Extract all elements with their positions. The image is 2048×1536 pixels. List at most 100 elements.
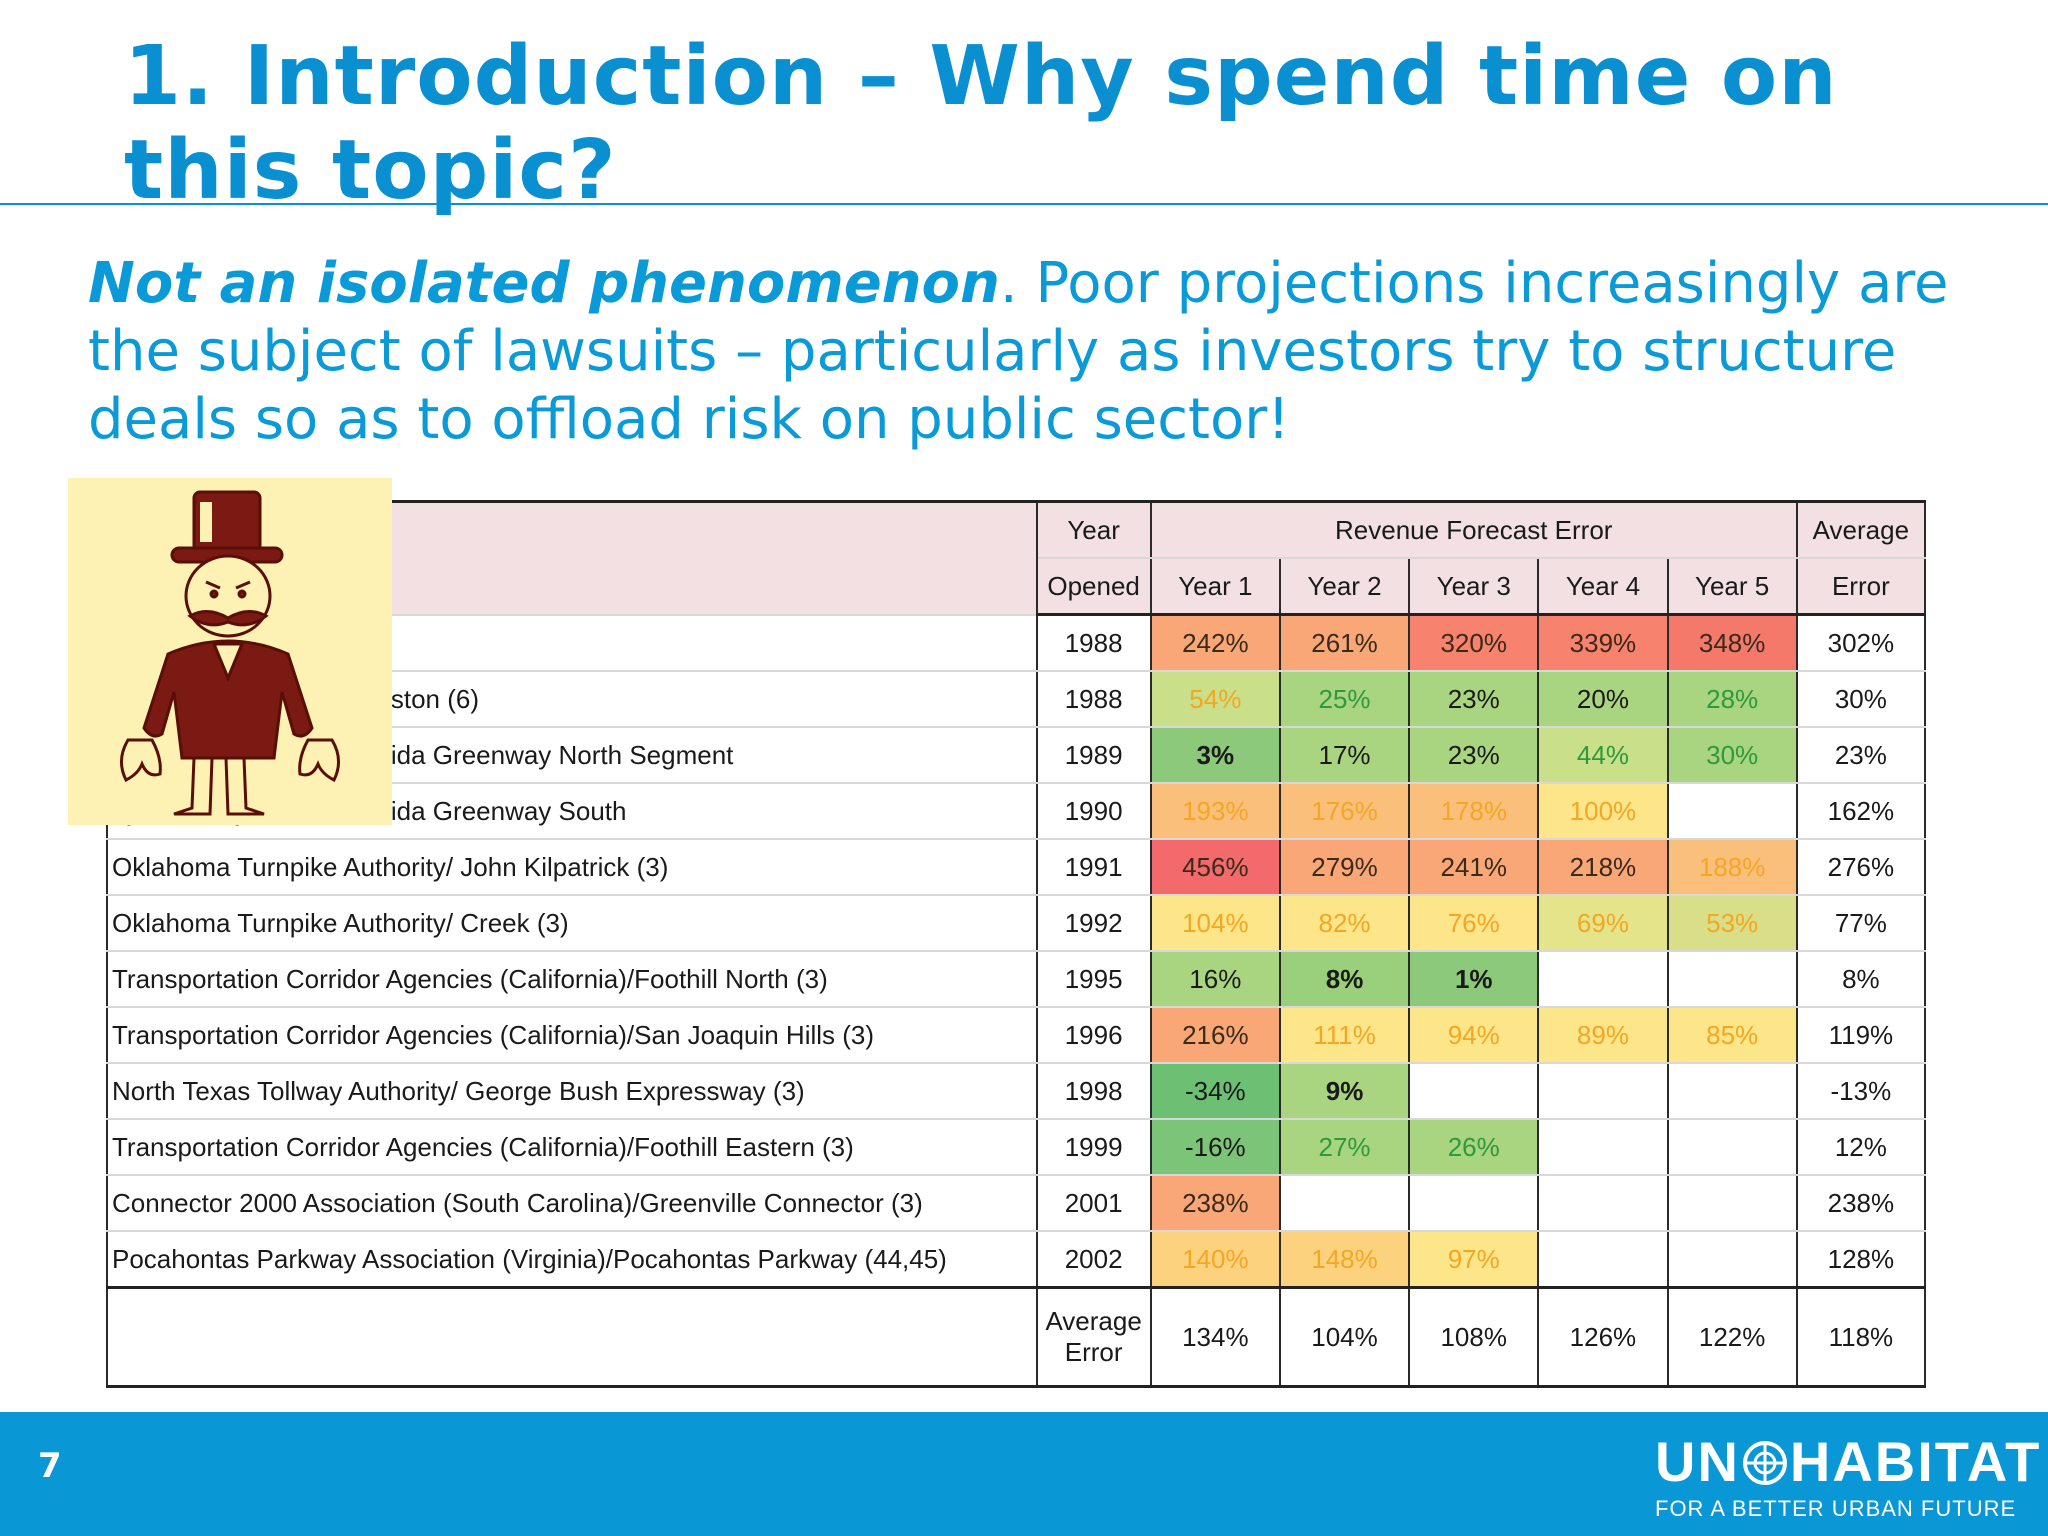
average-error-cell: 23% [1795,727,1927,784]
table-row: Transportation Corridor Agencies (Califo… [106,1007,1927,1064]
year-3-error-cell: 1% [1408,951,1540,1008]
year-1-error-cell: 3% [1149,727,1281,784]
year-1-error-cell: 54% [1149,671,1281,728]
logo-brand-right: HABITAT [1789,1430,2042,1493]
year-2-error-cell: 148% [1278,1231,1411,1289]
average-error-cell: 162% [1795,783,1927,840]
year-4-error-cell [1537,1231,1669,1289]
year-3-error-cell: 241% [1408,839,1540,896]
year-1-error-cell: 104% [1149,895,1281,952]
footer-band [0,1412,2048,1536]
project-name-cell: Oklahoma Turnpike Authority/ John Kilpat… [106,839,1038,896]
footer-year-1: 134% [1149,1286,1281,1388]
year-4-error-cell: 44% [1537,727,1669,784]
project-name-cell: Transportation Corridor Agencies (Califo… [106,951,1038,1008]
year-4-error-cell: 100% [1537,783,1669,840]
year-3-error-cell: 97% [1408,1231,1540,1289]
year-opened-cell: 1996 [1035,1007,1152,1064]
year-1-error-cell: 456% [1149,839,1281,896]
year-3-error-cell: 23% [1408,727,1540,784]
footer-year-3: 108% [1408,1286,1540,1388]
footer-label: Average Error [1035,1286,1152,1388]
year-5-error-cell [1666,951,1798,1008]
average-error-header-bottom: Error [1795,558,1927,616]
year-opened-cell: 1988 [1035,671,1152,728]
year-2-error-cell: 279% [1278,839,1411,896]
revenue-forecast-error-header: Revenue Forecast Error [1149,500,1798,559]
year-opened-header-top: Year [1035,500,1152,559]
footer-overall-average: 118% [1795,1286,1927,1388]
year-2-error-cell: 261% [1278,614,1411,672]
year-4-error-cell: 89% [1537,1007,1669,1064]
average-error-header-top: Average [1795,500,1927,559]
project-name-cell: Pocahontas Parkway Association (Virginia… [106,1231,1038,1289]
footer-label-top: Average [1045,1306,1142,1336]
year-2-error-cell [1278,1175,1411,1232]
year-4-error-cell [1537,951,1669,1008]
average-error-cell: 238% [1795,1175,1927,1232]
intro-paragraph: Not an isolated phenomenon. Poor project… [88,250,2018,454]
project-name-cell: Connector 2000 Association (South Caroli… [106,1175,1038,1232]
logo-wordmark: UN HABITAT [1655,1434,2041,1490]
intro-emphasis: Not an isolated phenomenon [88,251,1000,316]
year-opened-cell: 1998 [1035,1063,1152,1120]
year-4-error-cell: 218% [1537,839,1669,896]
year-opened-cell: 1989 [1035,727,1152,784]
average-error-cell: 8% [1795,951,1927,1008]
year-4-error-cell: 339% [1537,614,1669,672]
year-5-error-cell: 53% [1666,895,1798,952]
table-row: Transportation Corridor Agencies (Califo… [106,951,1927,1008]
year-5-header: Year 5 [1666,558,1798,616]
year-2-error-cell: 8% [1278,951,1411,1008]
year-2-error-cell: 17% [1278,727,1411,784]
year-4-error-cell [1537,1063,1669,1120]
year-2-header: Year 2 [1278,558,1411,616]
footer-label-bottom: Error [1064,1337,1123,1367]
year-5-error-cell: 348% [1666,614,1798,672]
year-3-error-cell: 26% [1408,1119,1540,1176]
year-opened-cell: 1995 [1035,951,1152,1008]
year-1-error-cell: -34% [1149,1063,1281,1120]
year-5-error-cell [1666,1063,1798,1120]
year-opened-cell: 1992 [1035,895,1152,952]
year-2-error-cell: 9% [1278,1063,1411,1120]
un-habitat-logo: UN HABITAT FOR A BETTER URBAN FUTURE [1655,1434,2041,1522]
year-opened-cell: 1990 [1035,783,1152,840]
logo-brand-left: UN [1655,1430,1740,1493]
year-1-error-cell: 193% [1149,783,1281,840]
average-error-cell: 119% [1795,1007,1927,1064]
year-2-error-cell: 27% [1278,1119,1411,1176]
year-opened-cell: 1988 [1035,614,1152,672]
year-5-error-cell [1666,783,1798,840]
year-1-header: Year 1 [1149,558,1281,616]
slide-title: 1. Introduction – Why spend time on this… [124,29,1838,218]
year-opened-cell: 2002 [1035,1231,1152,1289]
year-5-error-cell [1666,1175,1798,1232]
table-row: Connector 2000 Association (South Caroli… [106,1175,1927,1232]
footer-empty-cell [106,1286,1038,1388]
year-4-error-cell [1537,1119,1669,1176]
table-row: Transportation Corridor Agencies (Califo… [106,1119,1927,1176]
year-1-error-cell: 242% [1149,614,1281,672]
year-3-error-cell [1408,1063,1540,1120]
year-3-error-cell: 94% [1408,1007,1540,1064]
year-1-error-cell: 16% [1149,951,1281,1008]
year-3-error-cell: 178% [1408,783,1540,840]
year-5-error-cell [1666,1231,1798,1289]
project-name-cell: Oklahoma Turnpike Authority/ Creek (3) [106,895,1038,952]
footer-year-5: 122% [1666,1286,1798,1388]
year-opened-header-bottom: Opened [1035,558,1152,616]
project-name-cell: North Texas Tollway Authority/ George Bu… [106,1063,1038,1120]
year-1-error-cell: 140% [1149,1231,1281,1289]
average-error-cell: 30% [1795,671,1927,728]
un-globe-icon [1742,1439,1788,1485]
year-2-error-cell: 82% [1278,895,1411,952]
year-opened-cell: 2001 [1035,1175,1152,1232]
year-1-error-cell: 238% [1149,1175,1281,1232]
average-error-cell: 12% [1795,1119,1927,1176]
footer-year-4: 126% [1537,1286,1669,1388]
year-5-error-cell [1666,1119,1798,1176]
average-error-cell: 128% [1795,1231,1927,1289]
project-name-cell: Transportation Corridor Agencies (Califo… [106,1119,1038,1176]
monopoly-man-illustration [68,478,392,825]
